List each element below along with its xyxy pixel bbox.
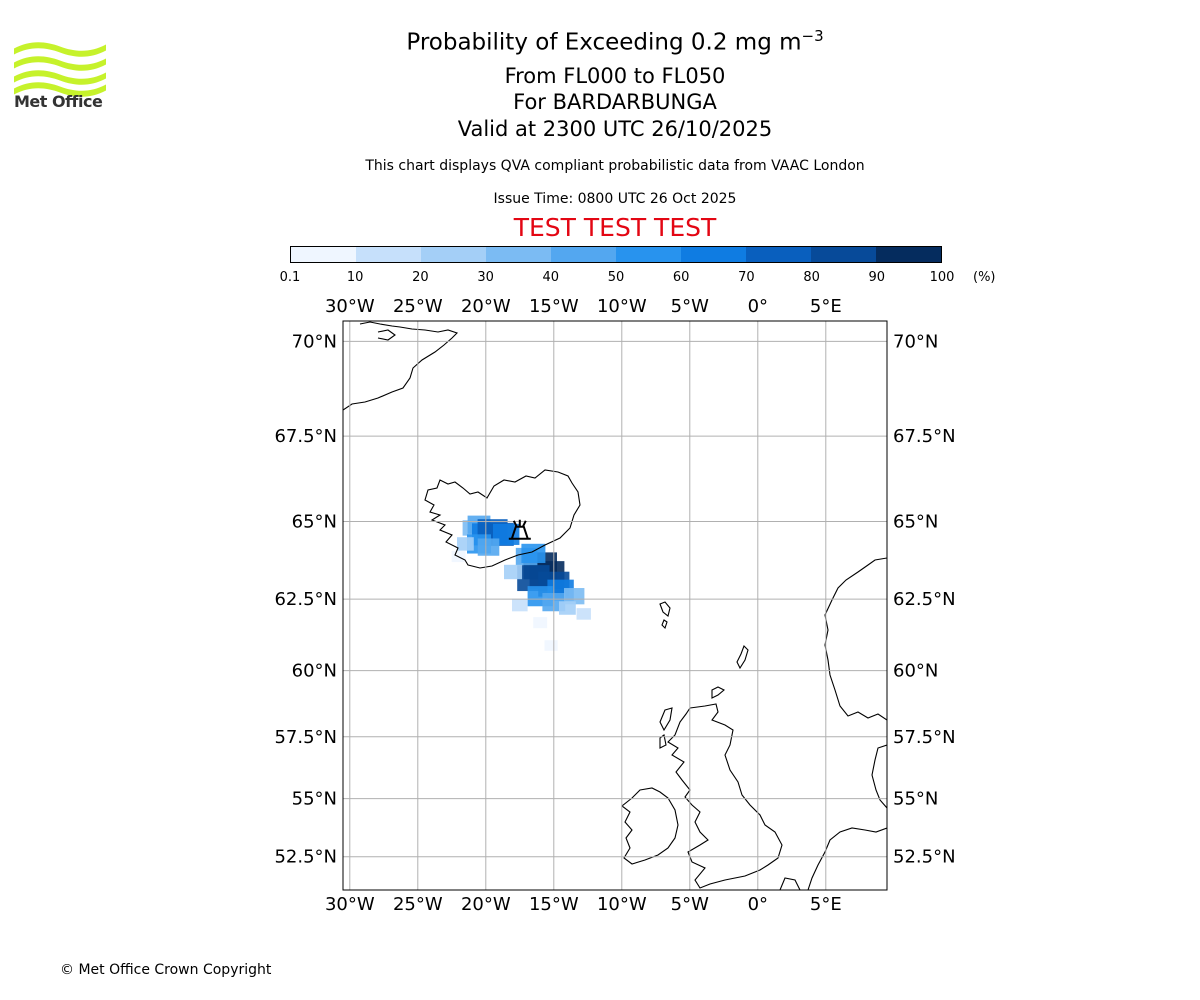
met-office-logo-text: Met Office <box>14 92 103 111</box>
lat-label-left: 67.5°N <box>274 426 337 447</box>
chart-title-exponent: −3 <box>801 27 824 45</box>
colorbar-tick-label: 50 <box>607 270 625 285</box>
coastline-greenland-bay <box>377 329 396 341</box>
lat-label-right: 65°N <box>893 511 938 532</box>
colorbar-tick-label: 20 <box>412 270 429 285</box>
colorbar-tick-label: 10 <box>346 270 364 285</box>
graticule <box>343 321 887 890</box>
colorbar-segment <box>486 247 551 262</box>
colorbar-segment <box>551 247 616 262</box>
lon-label-bottom: 0° <box>748 894 768 915</box>
lon-label-top: 0° <box>748 296 768 317</box>
lon-label-top: 30°W <box>325 296 375 317</box>
lat-label-left: 52.5°N <box>274 847 337 868</box>
ash-plume-cell <box>457 537 474 551</box>
colorbar-tick-label: 30 <box>477 270 494 285</box>
lat-label-left: 57.5°N <box>274 727 337 748</box>
flight-level-range: From FL000 to FL050 <box>504 64 726 88</box>
coastline-france-north <box>779 877 801 890</box>
coastline-norway <box>824 557 887 721</box>
colorbar-segment <box>356 247 421 262</box>
colorbar-segment <box>811 247 876 262</box>
lon-label-top: 25°W <box>393 296 443 317</box>
colorbar-tick-label: 70 <box>738 270 755 285</box>
lon-label-top: 10°W <box>597 296 647 317</box>
ash-plume-cell <box>544 640 558 651</box>
chart-title-text: Probability of Exceeding 0.2 mg m <box>406 29 802 56</box>
colorbar-unit: (%) <box>973 270 996 285</box>
colorbar-tick-label: 90 <box>868 270 886 285</box>
colorbar-tick-label: 80 <box>803 270 820 285</box>
coastline-shetland <box>736 645 749 670</box>
lon-label-bottom: 10°W <box>597 894 647 915</box>
lat-label-right: 70°N <box>893 331 938 352</box>
colorbar-segment <box>421 247 486 262</box>
coastline-netherlands <box>807 827 887 890</box>
coastline-ireland <box>621 787 679 865</box>
issue-time: Issue Time: 0800 UTC 26 Oct 2025 <box>493 191 737 207</box>
lon-label-bottom: 5°W <box>671 894 709 915</box>
lon-label-top: 15°W <box>529 296 579 317</box>
colorbar-segment <box>876 247 941 262</box>
chart-subtitle: This chart displays QVA compliant probab… <box>365 158 865 174</box>
lat-label-right: 57.5°N <box>893 727 956 748</box>
volcano-marker <box>508 519 531 540</box>
ash-plume <box>451 515 591 651</box>
lon-label-top: 5°E <box>810 296 842 317</box>
lon-label-bottom: 25°W <box>393 894 443 915</box>
lon-label-bottom: 5°E <box>810 894 842 915</box>
coastline-faroe <box>659 601 671 630</box>
volcano-icon <box>508 519 531 540</box>
test-banner: TEST TEST TEST <box>513 213 717 242</box>
probability-colorbar <box>290 246 942 263</box>
colorbar-segment <box>291 247 356 262</box>
ash-plume-cell <box>504 564 522 580</box>
lat-label-right: 55°N <box>893 789 938 810</box>
volcano-name: For BARDARBUNGA <box>513 90 717 114</box>
colorbar-segment <box>746 247 811 262</box>
map-frame <box>342 320 888 891</box>
coastline-great-britain <box>667 703 783 889</box>
colorbar-segment <box>681 247 746 262</box>
lat-label-left: 62.5°N <box>274 589 337 610</box>
lon-label-top: 5°W <box>671 296 709 317</box>
copyright-notice: © Met Office Crown Copyright <box>60 962 272 978</box>
ash-plume-cell <box>564 588 585 605</box>
lon-label-top: 20°W <box>461 296 511 317</box>
ash-plume-cell <box>576 608 591 620</box>
lon-label-bottom: 30°W <box>325 894 375 915</box>
colorbar-segment <box>616 247 681 262</box>
ash-plume-cell <box>559 601 576 615</box>
met-office-logo-icon <box>14 42 106 97</box>
lat-label-left: 60°N <box>292 661 337 682</box>
lat-label-right: 67.5°N <box>893 426 956 447</box>
ash-plume-cell <box>477 538 500 556</box>
lat-label-right: 60°N <box>893 661 938 682</box>
map-background <box>343 321 887 890</box>
colorbar-tick-label: 40 <box>542 270 560 285</box>
coastline-orkney <box>711 686 725 699</box>
colorbar-tick-label: 0.1 <box>279 270 301 285</box>
valid-time: Valid at 2300 UTC 26/10/2025 <box>457 117 773 141</box>
coastline-iceland <box>424 469 581 569</box>
lat-label-left: 65°N <box>292 511 337 532</box>
colorbar-tick-label: 60 <box>672 270 690 285</box>
lat-label-left: 70°N <box>292 331 337 352</box>
lat-label-left: 55°N <box>292 789 337 810</box>
lon-label-bottom: 15°W <box>529 894 579 915</box>
lon-label-bottom: 20°W <box>461 894 511 915</box>
lat-label-right: 62.5°N <box>893 589 956 610</box>
coastline-hebrides <box>659 707 673 749</box>
chart-title: Probability of Exceeding 0.2 mg m−3 <box>0 27 1200 56</box>
coastline-jutland <box>871 744 887 809</box>
ash-plume-cell <box>533 617 548 629</box>
colorbar-tick-label: 100 <box>929 270 955 285</box>
ash-plume-cell <box>512 598 528 612</box>
lat-label-right: 52.5°N <box>893 847 956 868</box>
axis-labels: 30°W 30°W 25°W 25°W 20°W 20°W 15°W 15°W 10°W 10°W… <box>274 296 955 915</box>
